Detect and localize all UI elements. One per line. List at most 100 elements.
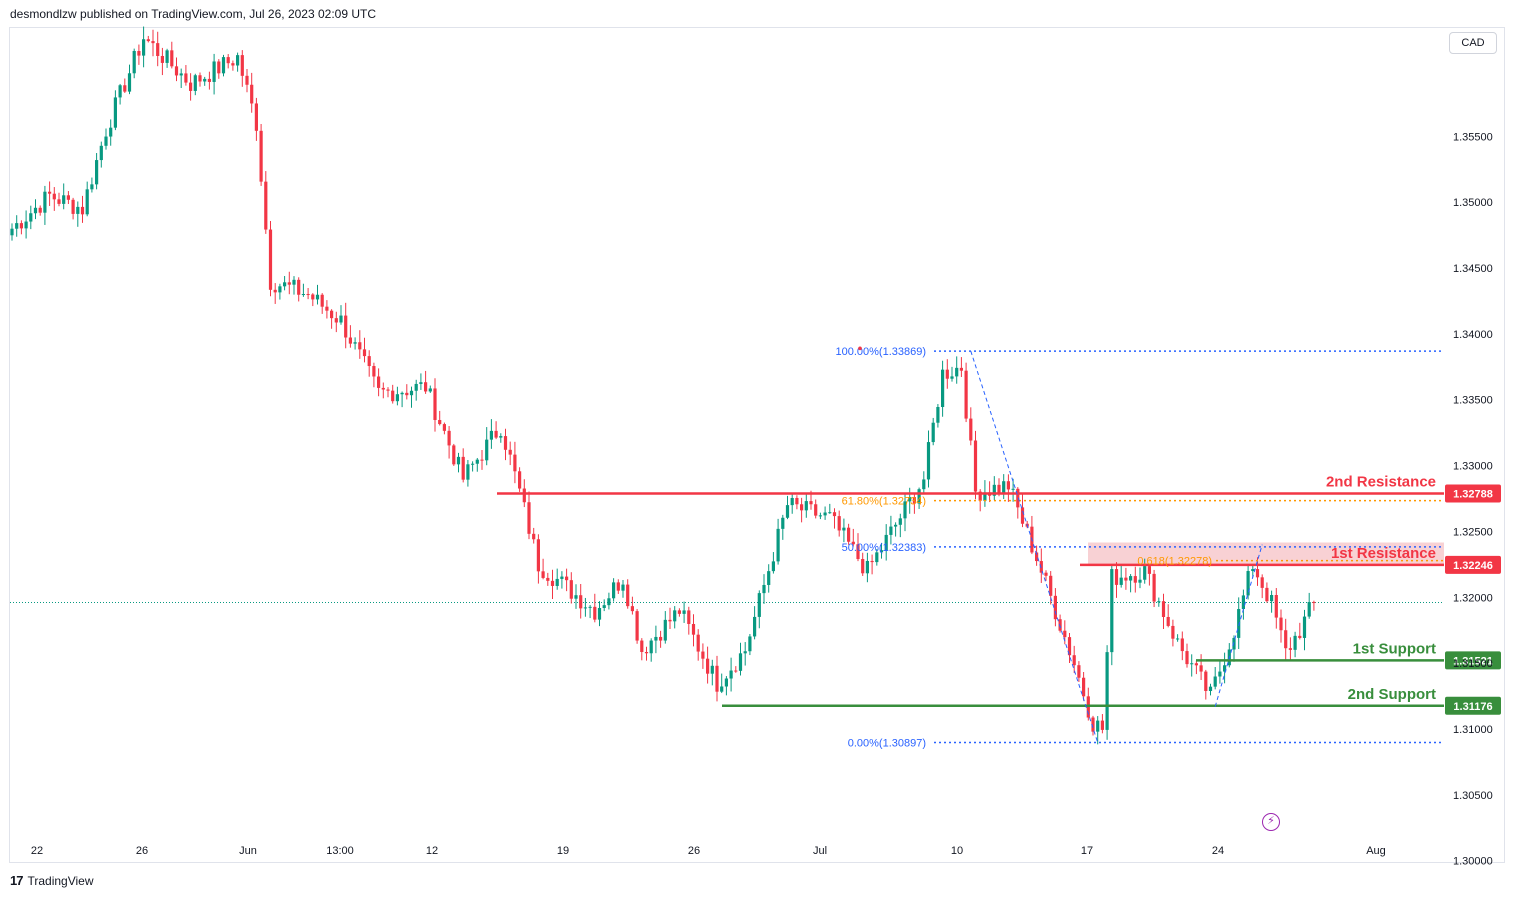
candle-body (254, 103, 258, 131)
candle-body (677, 610, 681, 614)
candle-body (278, 286, 282, 293)
candle-body (1204, 671, 1208, 692)
candle-body (104, 136, 108, 146)
x-tick-label: 26 (688, 845, 700, 857)
candle-body (80, 206, 85, 215)
candle-body (1284, 630, 1288, 649)
candle-body (1133, 576, 1137, 583)
candle-body (10, 228, 14, 236)
candle-body (334, 318, 338, 323)
candle-body (1298, 635, 1302, 638)
candle-body (1312, 602, 1316, 604)
candle-body (926, 442, 931, 480)
candle-body (1171, 625, 1175, 639)
level-price-badge (1445, 696, 1501, 715)
candle-body (875, 552, 879, 563)
x-tick-label: 12 (426, 845, 438, 857)
candle-body (15, 223, 19, 229)
candle-body (38, 207, 42, 213)
x-tick-label: Jul (813, 845, 827, 857)
candle-body (1096, 720, 1100, 732)
candle-body (428, 388, 432, 392)
x-tick-label: 17 (1081, 845, 1093, 857)
candle-body (640, 640, 644, 652)
candle-body (1307, 602, 1311, 617)
candle-body (964, 370, 968, 419)
candle-body (466, 464, 470, 480)
candle-body (95, 160, 99, 185)
candle-body (494, 430, 498, 438)
currency-selector[interactable]: CAD (1449, 32, 1497, 54)
candle-body (800, 504, 804, 511)
candles-layer (10, 26, 1316, 745)
candle-body (847, 527, 851, 542)
candle-body (273, 289, 277, 293)
candle-body (1077, 665, 1081, 678)
candle-body (193, 75, 197, 91)
level-name-label: 2nd Support (1348, 686, 1436, 703)
candle-body (691, 623, 696, 635)
candle-body (729, 670, 733, 679)
y-tick-label: 1.30000 (1453, 856, 1493, 868)
candle-body (1100, 720, 1104, 730)
candle-body (814, 504, 818, 516)
candle-body (1270, 595, 1274, 602)
candle-body (381, 387, 385, 390)
candle-body (856, 544, 860, 560)
x-tick-label: Jun (239, 845, 257, 857)
level-price-badge (1445, 651, 1501, 670)
candle-body (203, 78, 207, 82)
candle-body (311, 294, 315, 300)
candle-body (889, 526, 893, 535)
candle-body (315, 294, 320, 300)
x-tick-label: Aug (1366, 845, 1386, 857)
candle-body (795, 497, 799, 505)
candle-body (1082, 677, 1086, 697)
candle-body (682, 610, 686, 614)
y-tick-label: 1.30500 (1453, 790, 1493, 802)
candle-body (485, 439, 489, 461)
candle-body (884, 534, 888, 551)
y-tick-label: 1.33500 (1453, 395, 1493, 407)
candle-body (771, 561, 775, 572)
candle-body (127, 73, 132, 92)
y-tick-label: 1.34000 (1453, 329, 1493, 341)
candle-body (992, 484, 996, 496)
candle-body (475, 459, 479, 464)
candle-body (508, 449, 512, 455)
candle-body (973, 440, 978, 492)
candle-body (579, 595, 583, 609)
candle-body (654, 636, 658, 641)
candle-body (1091, 717, 1095, 732)
lightning-bolt-icon[interactable]: ⚡ (1262, 813, 1280, 831)
candle-body (344, 315, 348, 338)
candle-body (513, 454, 517, 472)
candle-body (1166, 616, 1170, 626)
candle-body (1176, 638, 1180, 640)
candle-body (217, 61, 221, 74)
candle-body (301, 294, 305, 296)
candle-body (621, 584, 625, 591)
candle-body (160, 55, 164, 63)
candle-body (696, 634, 700, 652)
candle-body (456, 456, 461, 465)
resistance-zone (1088, 542, 1444, 565)
candle-body (1016, 488, 1020, 508)
candle-body (179, 73, 183, 76)
candle-body (931, 422, 935, 443)
candle-body (565, 576, 569, 581)
candle-body (1124, 577, 1128, 581)
candle-body (419, 382, 423, 384)
candle-body (297, 279, 301, 295)
candle-body (189, 82, 193, 91)
trend-guide-line (970, 350, 1099, 743)
candle-body (555, 578, 559, 586)
candle-body (757, 593, 761, 617)
x-tick-label: 26 (136, 845, 148, 857)
fib-level-label: 50.00%(1.32383) (842, 542, 926, 554)
candle-body (861, 559, 865, 574)
candle-body (174, 66, 179, 76)
candle-body (85, 189, 89, 215)
x-tick-label: 19 (557, 845, 569, 857)
